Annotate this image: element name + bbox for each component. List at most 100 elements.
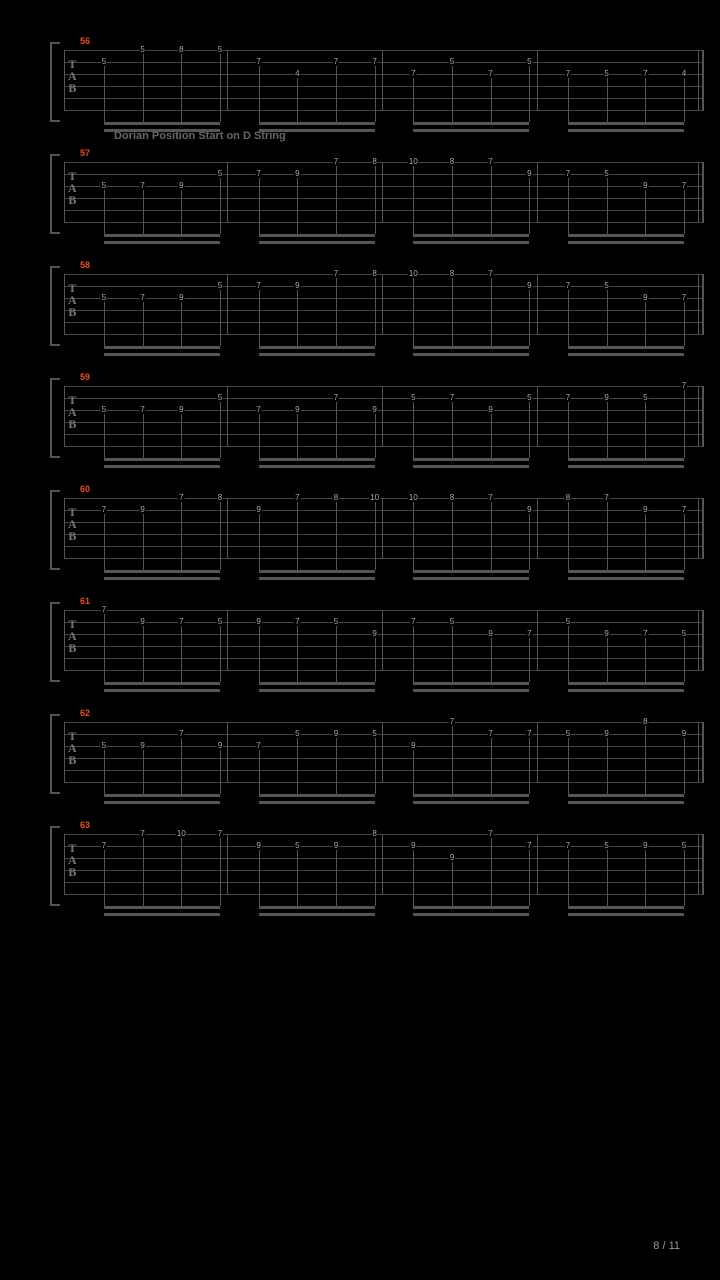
beam bbox=[413, 682, 529, 685]
note-stem bbox=[568, 502, 569, 570]
note-stem bbox=[568, 178, 569, 234]
fret-number: 9 bbox=[217, 742, 223, 750]
beam bbox=[568, 906, 684, 909]
fret-number: 9 bbox=[294, 406, 300, 414]
fret-number: 7 bbox=[603, 494, 609, 502]
note-stem bbox=[375, 166, 376, 234]
barline bbox=[227, 386, 228, 446]
measure-number: 59 bbox=[80, 372, 90, 382]
note-stem bbox=[684, 78, 685, 122]
beam bbox=[568, 794, 684, 797]
fret-number: 7 bbox=[139, 294, 145, 302]
system-bracket bbox=[50, 154, 60, 234]
fret-number: 8 bbox=[333, 494, 339, 502]
note-stem bbox=[607, 850, 608, 906]
beam bbox=[104, 346, 220, 349]
fret-number: 8 bbox=[449, 494, 455, 502]
measure-number: 58 bbox=[80, 260, 90, 270]
note-stem bbox=[529, 290, 530, 346]
note-stem bbox=[143, 190, 144, 234]
fret-number: 5 bbox=[217, 170, 223, 178]
measure-number: 56 bbox=[80, 36, 90, 46]
note-stem bbox=[529, 514, 530, 570]
staff-line bbox=[64, 310, 704, 311]
fret-number: 7 bbox=[101, 842, 107, 850]
note-stem bbox=[491, 738, 492, 794]
note-stem bbox=[568, 402, 569, 458]
note-stem bbox=[297, 414, 298, 458]
note-stem bbox=[104, 614, 105, 682]
note-stem bbox=[645, 78, 646, 122]
note-stem bbox=[645, 726, 646, 794]
note-stem bbox=[684, 390, 685, 458]
note-stem bbox=[181, 626, 182, 682]
staff-line bbox=[64, 446, 704, 447]
fret-number: 5 bbox=[642, 394, 648, 402]
note-stem bbox=[645, 514, 646, 570]
beam bbox=[259, 906, 375, 909]
barline bbox=[227, 162, 228, 222]
fret-number: 9 bbox=[526, 282, 532, 290]
barline bbox=[227, 610, 228, 670]
note-stem bbox=[529, 738, 530, 794]
tab-staff: TAB5795797957957957 bbox=[64, 386, 704, 446]
note-stem bbox=[336, 166, 337, 234]
tab-staff: TAB77107959899777595 bbox=[64, 834, 704, 894]
fret-number: 9 bbox=[139, 506, 145, 514]
end-barline bbox=[698, 386, 704, 446]
note-stem bbox=[104, 302, 105, 346]
note-stem bbox=[413, 278, 414, 346]
end-barline bbox=[698, 274, 704, 334]
fret-number: 9 bbox=[642, 842, 648, 850]
note-stem bbox=[375, 502, 376, 570]
note-stem bbox=[220, 290, 221, 346]
measure-number: 60 bbox=[80, 484, 90, 494]
note-stem bbox=[220, 402, 221, 458]
fret-number: 9 bbox=[410, 742, 416, 750]
fret-number: 9 bbox=[255, 618, 261, 626]
barline bbox=[64, 722, 65, 782]
note-stem bbox=[568, 290, 569, 346]
fret-number: 9 bbox=[371, 406, 377, 414]
fret-number: 7 bbox=[565, 842, 571, 850]
note-stem bbox=[452, 626, 453, 682]
note-stem bbox=[104, 66, 105, 122]
beam bbox=[104, 794, 220, 797]
staff-line bbox=[64, 198, 704, 199]
fret-number: 7 bbox=[333, 270, 339, 278]
tab-staff: TAB57957978108797597 bbox=[64, 274, 704, 334]
fret-number: 8 bbox=[371, 270, 377, 278]
fret-number: 9 bbox=[371, 630, 377, 638]
staff-line bbox=[64, 222, 704, 223]
note-stem bbox=[259, 414, 260, 458]
staff-line bbox=[64, 670, 704, 671]
barline bbox=[227, 50, 228, 110]
fret-number: 5 bbox=[101, 182, 107, 190]
fret-number: 5 bbox=[526, 58, 532, 66]
note-stem bbox=[259, 178, 260, 234]
staff-line bbox=[64, 298, 704, 299]
note-stem bbox=[297, 738, 298, 794]
fret-number: 9 bbox=[255, 842, 261, 850]
note-stem bbox=[336, 850, 337, 906]
measure-number: 63 bbox=[80, 820, 90, 830]
barline bbox=[382, 50, 383, 110]
fret-number: 7 bbox=[565, 394, 571, 402]
note-stem bbox=[220, 626, 221, 682]
staff-line bbox=[64, 322, 704, 323]
note-stem bbox=[529, 402, 530, 458]
system-bracket bbox=[50, 602, 60, 682]
fret-number: 9 bbox=[642, 182, 648, 190]
tab-page: 56TAB5585747775757574Dorian Position Sta… bbox=[0, 0, 720, 1280]
fret-number: 7 bbox=[255, 742, 261, 750]
barline bbox=[537, 498, 538, 558]
fret-number: 7 bbox=[255, 170, 261, 178]
barline bbox=[64, 498, 65, 558]
barline bbox=[64, 50, 65, 110]
staff-line bbox=[64, 746, 704, 747]
barline bbox=[537, 386, 538, 446]
staff-line bbox=[64, 646, 704, 647]
note-stem bbox=[336, 626, 337, 682]
tab-clef-label: TAB bbox=[68, 58, 77, 94]
note-stem bbox=[607, 178, 608, 234]
